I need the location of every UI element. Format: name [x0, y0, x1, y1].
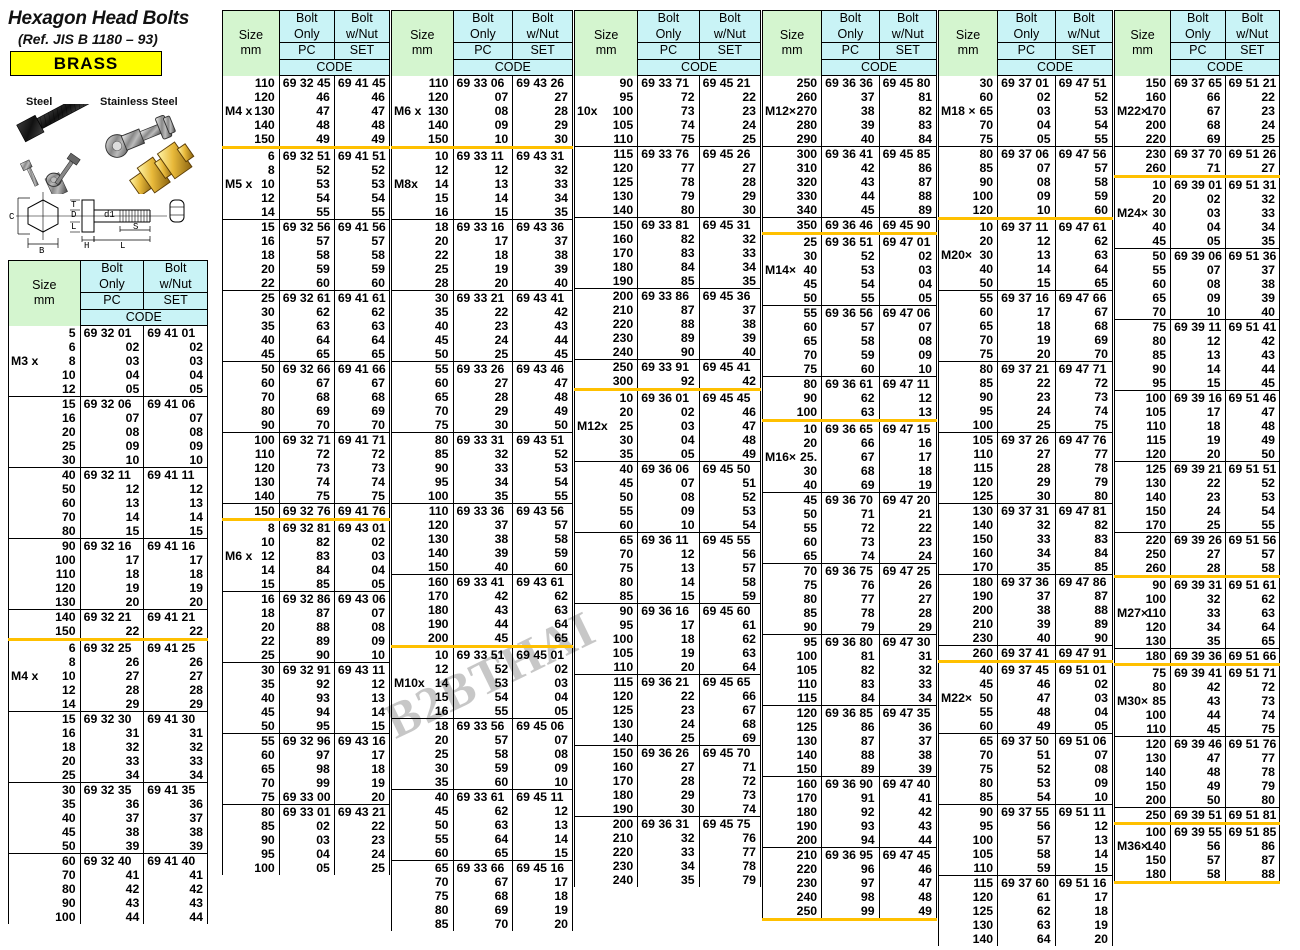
svg-text:H: H	[84, 241, 89, 251]
svg-text:C: C	[9, 212, 15, 222]
svg-text:T: T	[71, 200, 77, 210]
svg-text:B: B	[39, 246, 45, 256]
svg-text:d1: d1	[104, 210, 115, 220]
svg-text:L: L	[120, 241, 125, 251]
svg-text:S: S	[133, 222, 138, 232]
svg-text:D: D	[71, 210, 76, 220]
svg-text:L: L	[71, 222, 76, 232]
